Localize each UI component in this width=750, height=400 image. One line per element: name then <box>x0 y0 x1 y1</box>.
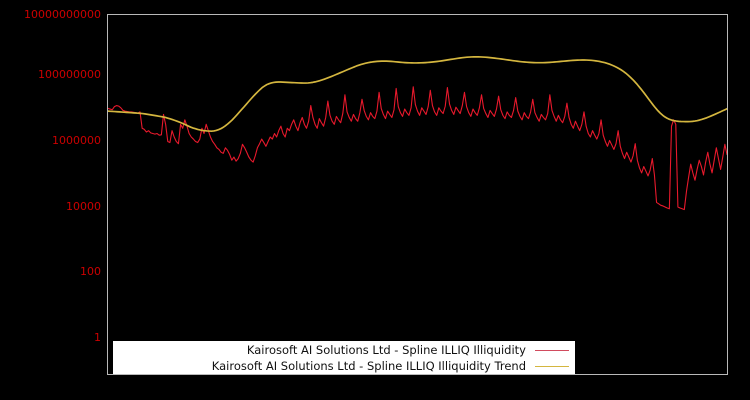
series-line-illiq <box>108 86 727 211</box>
y-tick-label-0: 10000000000 <box>24 8 101 21</box>
y-tick-label-3: 10000 <box>66 200 101 213</box>
legend-label-trend: Kairosoft AI Solutions Ltd - Spline ILLI… <box>211 359 526 373</box>
plot-area <box>107 14 728 375</box>
chart-legend: Kairosoft AI Solutions Ltd - Spline ILLI… <box>113 341 575 374</box>
y-tick-label-2: 1000000 <box>52 134 101 147</box>
series-line-trend <box>108 56 727 133</box>
legend-item-trend[interactable]: Kairosoft AI Solutions Ltd - Spline ILLI… <box>113 358 575 374</box>
legend-swatch-illiq-icon <box>535 349 569 351</box>
chart-plot-svg <box>108 56 727 211</box>
y-axis-tick-labels: 10000000000 100000000 1000000 10000 100 … <box>0 0 101 400</box>
legend-swatch-trend-icon <box>535 365 569 367</box>
legend-item-illiq[interactable]: Kairosoft AI Solutions Ltd - Spline ILLI… <box>113 342 575 358</box>
y-tick-label-5: 1 <box>94 331 101 344</box>
y-tick-label-1: 100000000 <box>38 68 101 81</box>
y-tick-label-4: 100 <box>80 265 101 278</box>
legend-label-illiq: Kairosoft AI Solutions Ltd - Spline ILLI… <box>246 343 526 357</box>
